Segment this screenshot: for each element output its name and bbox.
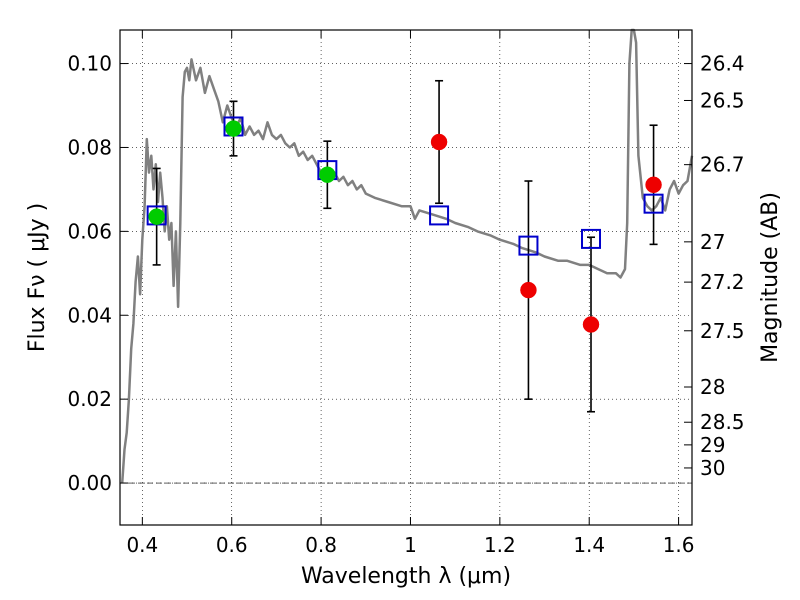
- magnitude-tick-label: 27.5: [700, 319, 745, 343]
- magnitude-axis-label: Magnitude (AB): [758, 192, 783, 363]
- x-tick-label: 1: [404, 533, 417, 557]
- magnitude-tick-label: 29: [700, 433, 725, 457]
- model-photometry-square: [429, 205, 450, 226]
- model-photometry-square: [581, 228, 602, 249]
- red-data-point: [520, 281, 537, 299]
- sed-model-line: [120, 28, 694, 484]
- x-axis-ticks: 0.4 0.6 0.8 1 1.2 1.4 1.6: [126, 30, 695, 557]
- model-photometry-square: [643, 193, 664, 214]
- y-axis-label: Flux Fν ( μJy ): [25, 203, 50, 352]
- sed-curve-group: [120, 28, 694, 484]
- grid: [120, 30, 692, 525]
- detection-point: [319, 166, 336, 183]
- magnitude-tick-label: 26.4: [700, 52, 745, 76]
- magnitude-tick-label: 30: [700, 456, 725, 480]
- magnitude-tick-label: 28.5: [700, 410, 745, 434]
- detection-point: [148, 208, 165, 225]
- magnitude-tick-label: 27.2: [700, 270, 745, 294]
- x-axis-label: Wavelength λ (μm): [301, 564, 511, 589]
- y-axis-ticks: 0.00 0.02 0.04 0.06 0.08 0.10: [67, 52, 128, 495]
- x-tick-label: 1.2: [484, 533, 516, 557]
- plot-frame: [119, 29, 693, 526]
- y-tick-label: 0.10: [67, 52, 112, 76]
- model-photometry-group: [146, 116, 664, 256]
- magnitude-tick-label: 28: [700, 375, 725, 399]
- y-tick-label: 0.04: [67, 303, 112, 327]
- x-tick-label: 1.6: [663, 533, 695, 557]
- red-data-point: [430, 133, 448, 151]
- magnitude-tick-label: 27: [700, 230, 725, 254]
- magnitude-tick-label: 26.7: [700, 153, 745, 177]
- x-tick-label: 0.8: [305, 533, 337, 557]
- y-tick-label: 0.06: [67, 219, 112, 243]
- y-tick-label: 0.02: [67, 387, 112, 411]
- observed-points-group: [148, 120, 662, 333]
- x-tick-label: 0.4: [126, 533, 158, 557]
- x-tick-label: 0.6: [216, 533, 248, 557]
- detection-point: [225, 120, 242, 137]
- model-photometry-square: [518, 235, 539, 256]
- red-data-point: [582, 316, 600, 333]
- y-tick-label: 0.08: [67, 135, 112, 159]
- y-tick-label: 0.00: [67, 471, 112, 495]
- red-data-point: [645, 176, 662, 194]
- magnitude-tick-label: 26.5: [700, 88, 745, 112]
- x-tick-label: 1.4: [573, 533, 605, 557]
